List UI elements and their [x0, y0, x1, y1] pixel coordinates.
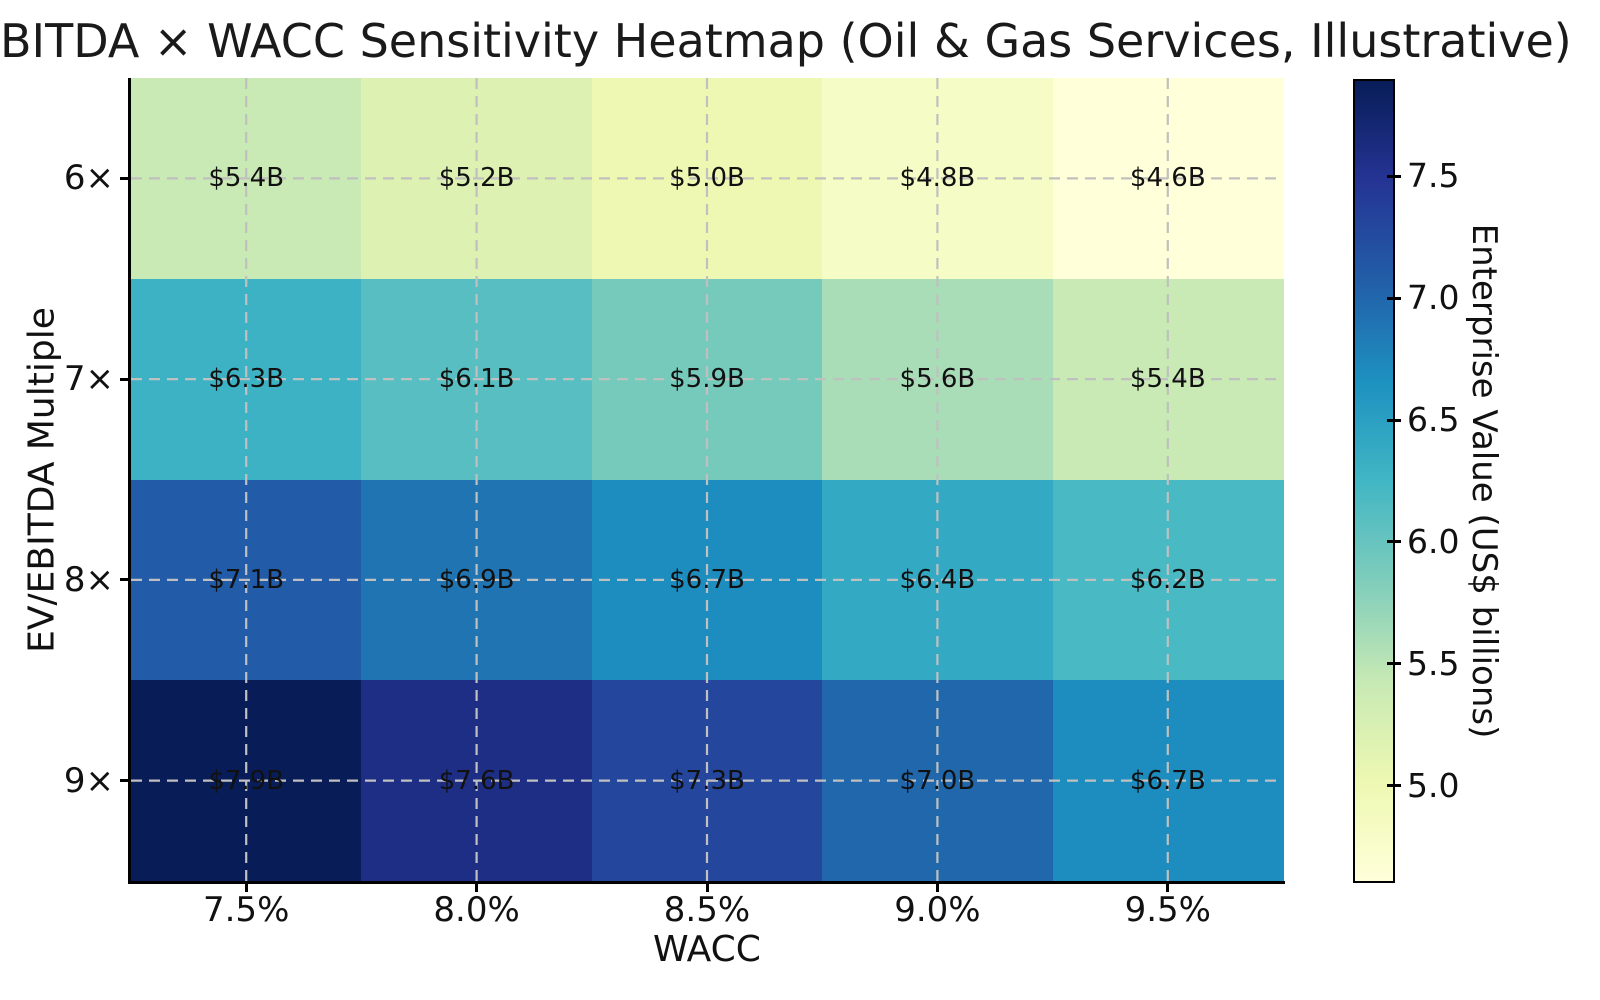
y-tick-mark: [120, 779, 128, 783]
colorbar-tick-label: 6.5: [1407, 400, 1460, 440]
cell-value-label: $6.3B: [208, 364, 285, 395]
axis-spine-left: [128, 78, 131, 884]
y-tick-mark: [120, 176, 128, 180]
colorbar: [1353, 79, 1395, 883]
x-axis-tick-label: 9.0%: [894, 890, 981, 930]
x-tick-mark: [705, 884, 709, 892]
x-axis-tick-label: 9.5%: [1124, 890, 1211, 930]
heatmap-plot: $5.4B $5.2B $5.0B $4.8B $4.6B $6.3B $6.1B $5.9B…: [131, 78, 1284, 882]
cell-value-label: $5.6B: [899, 364, 976, 395]
y-axis-tick-label: 7×: [63, 359, 114, 400]
colorbar-label: Enterprise Value (US$ billions): [1464, 223, 1504, 739]
y-tick-mark: [120, 377, 128, 381]
y-axis-tick-label: 6×: [63, 158, 114, 199]
x-tick-mark: [1166, 884, 1170, 892]
cell-value-label: $6.9B: [438, 564, 515, 595]
cell-value-label: $5.4B: [1129, 364, 1206, 395]
x-tick-mark: [935, 884, 939, 892]
x-axis-label: WACC: [653, 929, 761, 970]
x-axis-tick-label: 8.5%: [663, 890, 751, 930]
colorbar-tick: [1387, 662, 1401, 666]
colorbar-tick-label: 6.0: [1407, 521, 1460, 561]
cell-value-label: $7.6B: [438, 765, 515, 796]
cell-value-label: $7.0B: [899, 765, 976, 796]
colorbar-tick-label: 5.0: [1407, 765, 1460, 805]
cell-value-label: $6.1B: [438, 364, 515, 395]
cell-value-label: $5.0B: [669, 163, 745, 194]
x-axis-tick-label: 8.0%: [433, 890, 520, 930]
colorbar-tick: [1387, 784, 1401, 788]
y-tick-mark: [120, 578, 128, 582]
cell-value-label: $5.2B: [438, 163, 515, 194]
axis-spine-bottom: [128, 881, 1285, 884]
cell-value-label: $7.3B: [669, 765, 745, 796]
chart-title: BITDA × WACC Sensitivity Heatmap (Oil & …: [0, 14, 1572, 68]
cell-value-label: $5.9B: [669, 364, 745, 395]
cell-value-label: $6.2B: [1129, 564, 1206, 595]
x-axis-tick-label: 7.5%: [202, 890, 290, 930]
colorbar-tick: [1387, 418, 1401, 422]
y-axis-tick-label: 9×: [63, 760, 114, 801]
x-tick-mark: [475, 884, 479, 892]
cell-value-label: $5.4B: [208, 163, 285, 194]
y-axis-tick-label: 8×: [63, 559, 114, 600]
colorbar-tick-label: 5.5: [1407, 643, 1460, 683]
colorbar-tick: [1387, 174, 1401, 178]
x-tick-mark: [244, 884, 248, 892]
colorbar-tick: [1387, 296, 1401, 300]
colorbar-tick-label: 7.5: [1407, 156, 1460, 196]
colorbar-tick: [1387, 540, 1401, 544]
cell-value-label: $6.7B: [1129, 765, 1206, 796]
cell-value-label: $7.1B: [208, 564, 285, 595]
cell-value-label: $6.4B: [899, 564, 976, 595]
cell-value-label: $6.7B: [669, 564, 745, 595]
cell-value-label: $4.6B: [1129, 163, 1206, 194]
colorbar-tick-label: 7.0: [1407, 278, 1460, 318]
cell-value-label: $7.9B: [208, 765, 285, 796]
cell-value-label: $4.8B: [899, 163, 976, 194]
